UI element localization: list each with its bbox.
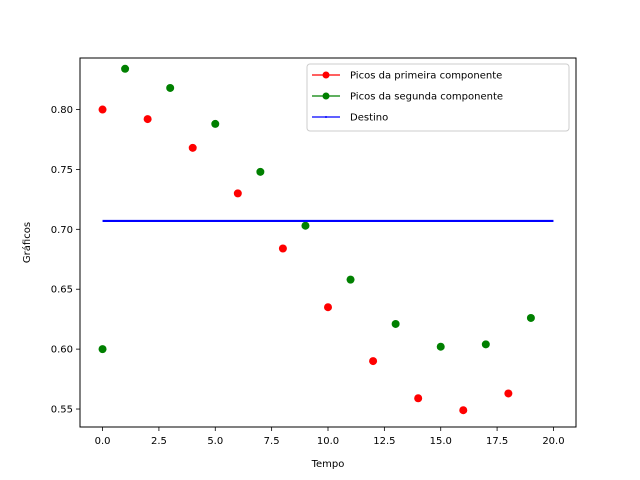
- data-point-series-1: [98, 105, 107, 114]
- x-tick-label: 2.5: [151, 436, 167, 447]
- data-point-series-1: [369, 357, 378, 366]
- x-tick-label: 15.0: [430, 436, 452, 447]
- x-tick-label: 5.0: [207, 436, 223, 447]
- y-tick-label: 0.55: [51, 405, 73, 416]
- legend-label: Destino: [350, 113, 388, 124]
- data-point-series-2: [391, 319, 400, 328]
- legend-swatch-marker: [325, 116, 327, 118]
- data-point-series-2: [526, 313, 535, 322]
- y-tick-label: 0.65: [51, 285, 73, 296]
- data-point-series-1: [278, 244, 287, 253]
- data-point-series-2: [436, 342, 445, 351]
- series-layer: [98, 64, 554, 415]
- data-point-series-2: [256, 167, 265, 176]
- y-tick-label: 0.80: [51, 105, 73, 116]
- data-point-series-2: [346, 275, 355, 284]
- data-point-series-2: [98, 345, 107, 354]
- data-point-series-1: [233, 189, 242, 198]
- y-axis-ticks: 0.55 0.60 0.65 0.70 0.75 0.80: [51, 105, 80, 416]
- data-point-series-1: [504, 389, 513, 398]
- x-tick-label: 20.0: [542, 436, 564, 447]
- x-tick-label: 12.5: [373, 436, 395, 447]
- x-tick-label: 7.5: [264, 436, 280, 447]
- data-point-series-2: [481, 340, 490, 349]
- legend-frame: [306, 63, 570, 132]
- data-point-series-1: [143, 115, 152, 124]
- y-tick-label: 0.60: [51, 345, 73, 356]
- data-point-series-2: [301, 221, 310, 230]
- data-point-series-2: [121, 64, 130, 73]
- data-point-series-2: [211, 119, 220, 128]
- y-axis-label: Gráficos: [21, 222, 33, 263]
- legend-label: Picos da segunda componente: [350, 92, 503, 103]
- legend-swatch-marker: [322, 71, 330, 79]
- legend-label: Picos da primeira componente: [350, 71, 502, 82]
- data-point-series-1: [414, 394, 423, 403]
- x-tick-label: 10.0: [317, 436, 339, 447]
- y-tick-label: 0.75: [51, 165, 73, 176]
- data-point-series-2: [166, 83, 175, 92]
- data-point-series-1: [188, 143, 197, 152]
- legend: Picos da primeira componente Picos da seg…: [306, 63, 570, 132]
- legend-swatch-marker: [322, 92, 330, 100]
- x-axis-label: Tempo: [311, 459, 345, 470]
- data-point-series-1: [324, 303, 332, 312]
- y-tick-label: 0.70: [51, 225, 73, 236]
- x-axis-ticks: 0.0 2.5 5.0 7.5 10.0 12.5 15.0 17.5 20.0: [95, 427, 565, 447]
- data-point-series-1: [459, 406, 468, 415]
- x-tick-label: 0.0: [95, 436, 111, 447]
- x-tick-label: 17.5: [486, 436, 508, 447]
